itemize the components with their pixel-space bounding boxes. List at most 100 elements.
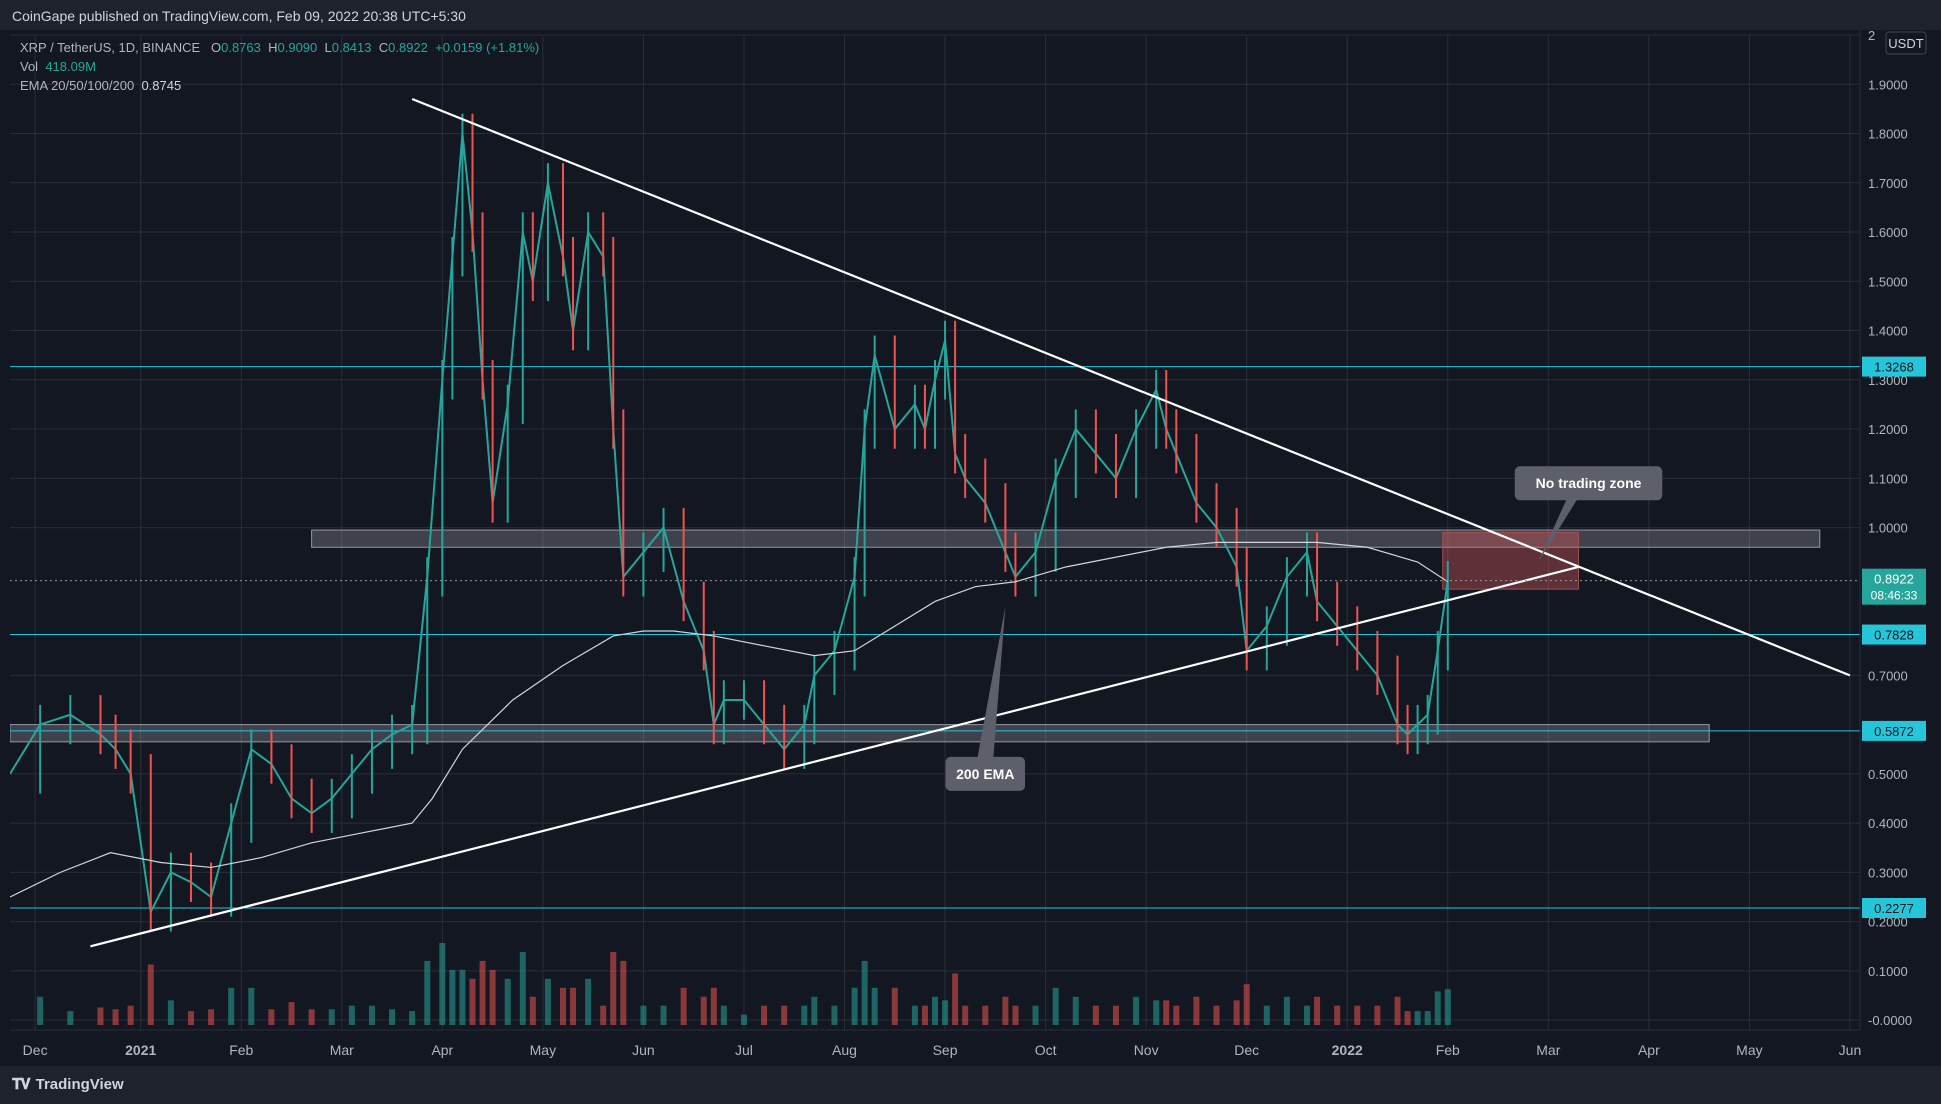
volume-value: 418.09M <box>45 59 96 74</box>
volume-bar <box>1424 1011 1431 1025</box>
volume-bar <box>1314 996 1321 1025</box>
y-tick-label: 1.0000 <box>1868 521 1908 536</box>
ema-label[interactable]: EMA 20/50/100/200 <box>20 78 135 93</box>
footer-bar: 𝐓𝐕 TradingView <box>0 1066 1941 1104</box>
volume-bar <box>962 1005 969 1025</box>
price-line <box>9 133 1449 916</box>
volume-bar <box>710 987 717 1025</box>
x-tick-label: Oct <box>1035 1042 1057 1058</box>
countdown-text: 08:46:33 <box>1871 589 1918 603</box>
volume-bar <box>127 1005 134 1025</box>
volume-bar <box>1072 996 1079 1025</box>
y-tick-label: 2 <box>1868 30 1875 43</box>
trendline-ascending <box>90 565 1579 948</box>
trendline-descending <box>411 98 1851 677</box>
legend-line-ema: EMA 20/50/100/200 0.8745 <box>20 76 539 95</box>
symbol-label[interactable]: XRP / TetherUS, 1D, BINANCE <box>20 40 201 55</box>
volume-bar <box>1153 1000 1160 1025</box>
low-value: 0.8413 <box>331 40 372 55</box>
x-tick-label: Feb <box>1436 1042 1460 1058</box>
volume-bar <box>1434 991 1441 1025</box>
volume-bar <box>1444 989 1451 1025</box>
volume-bar <box>308 1009 315 1025</box>
volume-bar <box>811 996 818 1025</box>
volume-bar <box>187 1011 194 1025</box>
x-tick-label: Jun <box>632 1042 655 1058</box>
level-badge-text: 0.2277 <box>1874 901 1914 916</box>
volume-bar <box>620 960 627 1025</box>
volume-bar <box>1404 1011 1411 1025</box>
open-value: 0.8763 <box>221 40 261 55</box>
y-tick-label: 1.6000 <box>1868 225 1908 240</box>
close-value: 0.8922 <box>388 40 428 55</box>
tradingview-logo[interactable]: 𝐓𝐕 TradingView <box>12 1076 124 1093</box>
x-tick-label: Mar <box>330 1042 354 1058</box>
volume-bar <box>37 996 44 1025</box>
volume-bar <box>519 951 526 1025</box>
x-tick-label: Jun <box>1839 1042 1862 1058</box>
volume-bar <box>1233 1000 1240 1025</box>
volume-bar <box>720 1005 727 1025</box>
ema200-line <box>9 541 1449 898</box>
y-tick-label: 0.2000 <box>1868 915 1908 930</box>
current-price-badge <box>1862 568 1926 605</box>
volume-bar <box>851 987 858 1025</box>
x-tick-label: Feb <box>229 1042 253 1058</box>
volume-bar <box>942 1000 949 1025</box>
volume-bar <box>801 1005 808 1025</box>
volume-bar <box>570 987 577 1025</box>
volume-bar <box>449 969 456 1025</box>
volume-bar <box>368 1005 375 1025</box>
current-price-text: 0.8922 <box>1874 572 1914 587</box>
volume-bar <box>1334 1005 1341 1025</box>
volume-bar <box>459 969 466 1025</box>
x-tick-label: Apr <box>431 1042 453 1058</box>
ema-callout-pointer <box>977 606 1006 759</box>
chart-legend: XRP / TetherUS, 1D, BINANCE O0.8763 H0.9… <box>20 38 539 95</box>
ema-callout-text: 200 EMA <box>956 766 1014 782</box>
volume-bar <box>559 987 566 1025</box>
volume-bar <box>268 1009 275 1025</box>
volume-bar <box>1243 984 1250 1025</box>
price-axis <box>1860 30 1931 1066</box>
volume-label[interactable]: Vol <box>20 59 39 74</box>
brand-name: TradingView <box>35 1076 124 1093</box>
volume-bar <box>504 978 511 1025</box>
chart-frame[interactable]: 200 EMA No trading zone -0.0000 0.1000 0.200… <box>9 28 1931 1066</box>
x-tick-label: Nov <box>1134 1042 1159 1058</box>
y-tick-label: 1.7000 <box>1868 176 1908 191</box>
change-value: +0.0159 (+1.81%) <box>435 40 540 55</box>
volume-bar <box>1394 996 1401 1025</box>
volume-bar <box>112 1009 119 1025</box>
high-label: H <box>268 40 278 55</box>
volume-bar <box>1012 1005 1019 1025</box>
time-axis <box>10 1030 1931 1066</box>
volume-bar <box>660 1005 667 1025</box>
x-tick-label: Mar <box>1536 1042 1560 1058</box>
x-tick-label: 2021 <box>125 1042 156 1058</box>
volume-bar <box>147 964 154 1025</box>
close-label: C <box>378 40 389 55</box>
volume-bar <box>1304 1005 1311 1025</box>
volume-bar <box>585 978 592 1025</box>
volume-bar <box>328 1009 335 1025</box>
volume-bar <box>1133 996 1140 1025</box>
volume-bar <box>1032 1005 1039 1025</box>
volume-bar <box>761 1005 768 1025</box>
volume-bar <box>1052 987 1059 1025</box>
volume-bar <box>288 1002 295 1025</box>
y-tick-label: 1.1000 <box>1868 471 1908 486</box>
volume-bar <box>97 1007 104 1025</box>
volume-bar <box>1002 996 1009 1025</box>
currency-badge <box>1885 31 1927 55</box>
volume-bar <box>167 1000 174 1025</box>
ema-value: 0.8745 <box>141 78 182 93</box>
volume-bar <box>1354 1005 1361 1025</box>
x-tick-label: Jul <box>735 1042 753 1058</box>
volume-bar <box>982 1005 989 1025</box>
level-badge <box>1862 356 1926 377</box>
volume-bar <box>1283 996 1290 1025</box>
level-badge <box>1862 720 1926 741</box>
y-tick-label: 0.3000 <box>1868 865 1908 880</box>
price-chart[interactable]: 200 EMA No trading zone -0.0000 0.1000 0.200… <box>9 28 1931 1066</box>
